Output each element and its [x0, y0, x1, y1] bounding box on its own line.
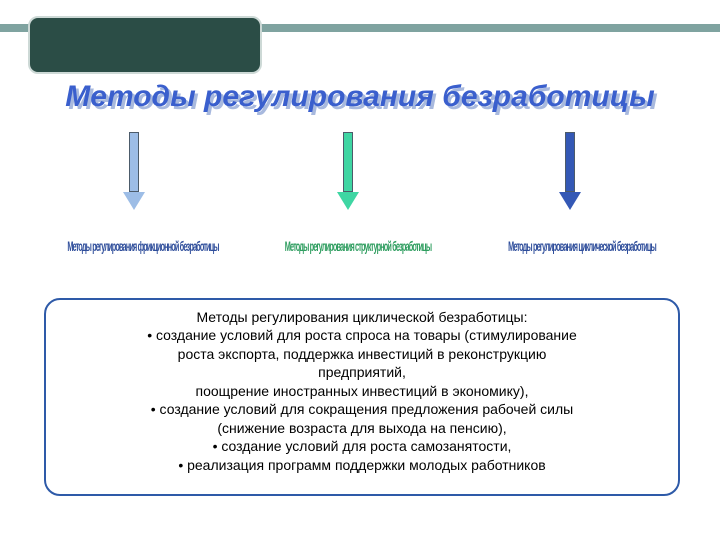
detail-line: • создание условий для роста спроса на т…: [58, 326, 666, 344]
arrow-2: [559, 132, 581, 210]
detail-line: • создание условий для сокращения предло…: [58, 400, 666, 418]
page-title: Методы регулирования безработицы: [0, 80, 720, 114]
detail-line: • реализация программ поддержки молодых …: [58, 456, 666, 474]
detail-line: поощрение иностранных инвестиций в эконо…: [58, 382, 666, 400]
detail-line: Методы регулирования циклической безрабо…: [58, 308, 666, 326]
header-box: [28, 16, 262, 74]
detail-line: предприятий,: [58, 363, 666, 381]
detail-line: (снижение возраста для выхода на пенсию)…: [58, 419, 666, 437]
category-label-0: Методы регулирования фрикционной безрабо…: [67, 238, 218, 254]
arrow-0: [123, 132, 145, 210]
detail-line: • создание условий для роста самозанятос…: [58, 437, 666, 455]
detail-line: роста экспорта, поддержка инвестиций в р…: [58, 345, 666, 363]
arrow-1: [337, 132, 359, 210]
detail-box: Методы регулирования циклической безрабо…: [44, 298, 680, 496]
category-label-2: Методы регулирования циклической безрабо…: [508, 238, 656, 254]
category-label-1: Методы регулирования структурной безрабо…: [285, 238, 431, 254]
